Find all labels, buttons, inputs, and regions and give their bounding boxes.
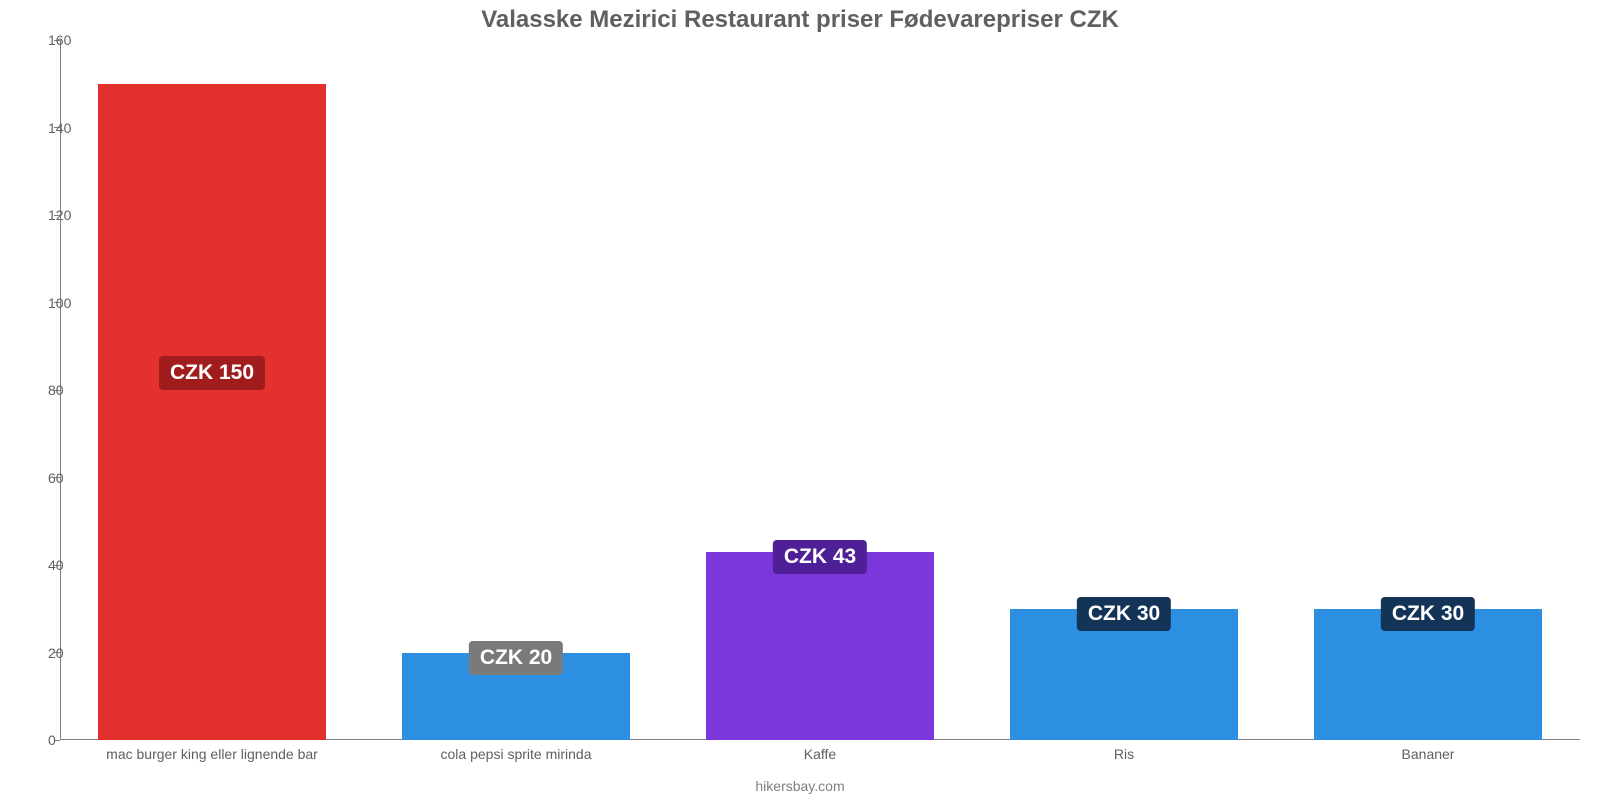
- bar-value-label: CZK 150: [159, 356, 265, 390]
- bar-value-label: CZK 30: [1381, 597, 1475, 631]
- bar-value-label: CZK 43: [773, 540, 867, 574]
- x-category-label: cola pepsi sprite mirinda: [441, 746, 592, 762]
- y-tick-label: 80: [48, 382, 50, 398]
- chart-title: Valasske Mezirici Restaurant priser Føde…: [0, 6, 1600, 34]
- x-category-label: Ris: [1114, 746, 1134, 762]
- y-tick-label: 40: [48, 557, 50, 573]
- price-bar: [706, 552, 934, 740]
- y-tick-label: 0: [48, 732, 50, 748]
- chart-footer: hikersbay.com: [0, 778, 1600, 794]
- price-bar: [98, 84, 326, 740]
- y-tick-label: 140: [48, 120, 50, 136]
- bar-value-label: CZK 30: [1077, 597, 1171, 631]
- y-tick-label: 20: [48, 645, 50, 661]
- y-tick-label: 120: [48, 207, 50, 223]
- x-category-label: mac burger king eller lignende bar: [106, 746, 318, 762]
- bar-value-label: CZK 20: [469, 641, 563, 675]
- y-tick-label: 60: [48, 470, 50, 486]
- y-tick-label: 160: [48, 32, 50, 48]
- y-tick-label: 100: [48, 295, 50, 311]
- price-bar-chart: Valasske Mezirici Restaurant priser Føde…: [0, 0, 1600, 800]
- x-category-label: Bananer: [1402, 746, 1455, 762]
- x-category-label: Kaffe: [804, 746, 836, 762]
- plot-area: 020406080100120140160mac burger king ell…: [60, 40, 1580, 740]
